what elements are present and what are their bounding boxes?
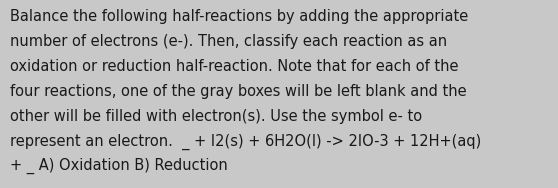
- Text: other will be filled with electron(s). Use the symbol e- to: other will be filled with electron(s). U…: [10, 109, 422, 124]
- Text: represent an electron.  _ + I2(s) + 6H2O(l) -> 2IO-3 + 12H+(aq): represent an electron. _ + I2(s) + 6H2O(…: [10, 133, 482, 150]
- Text: number of electrons (e-). Then, classify each reaction as an: number of electrons (e-). Then, classify…: [10, 34, 447, 49]
- Text: + _ A) Oxidation B) Reduction: + _ A) Oxidation B) Reduction: [10, 158, 228, 174]
- Text: oxidation or reduction half-reaction. Note that for each of the: oxidation or reduction half-reaction. No…: [10, 59, 459, 74]
- Text: four reactions, one of the gray boxes will be left blank and the: four reactions, one of the gray boxes wi…: [10, 84, 466, 99]
- Text: Balance the following half-reactions by adding the appropriate: Balance the following half-reactions by …: [10, 9, 468, 24]
